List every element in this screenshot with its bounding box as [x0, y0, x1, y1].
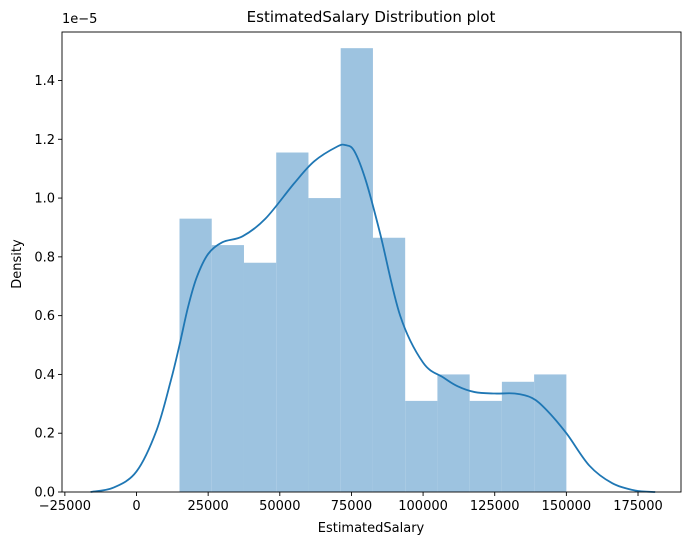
y-tick-label: 0.4 [34, 368, 55, 383]
y-tick-label: 0.8 [34, 250, 55, 265]
y-axis-label: Density [10, 239, 25, 289]
x-tick-label: 125000 [470, 499, 520, 514]
histogram-bar [534, 374, 567, 492]
y-tick-label: 1.4 [34, 74, 55, 89]
histogram-bar [372, 237, 406, 492]
histogram-bar [179, 218, 212, 492]
histogram-bar [308, 198, 341, 492]
kde-line [90, 143, 656, 493]
x-tick-label: 150000 [542, 499, 592, 514]
histogram-bar [437, 374, 470, 492]
histogram-bar [243, 262, 277, 492]
histogram-bar [469, 400, 502, 492]
y-offset-label: 1e−5 [62, 12, 97, 27]
histogram-bar [211, 245, 244, 492]
x-tick-label: 0 [132, 499, 140, 514]
histogram-bar [340, 48, 373, 492]
y-tick-label: 0.2 [34, 427, 55, 442]
x-tick-label: 100000 [398, 499, 448, 514]
histogram-bar [276, 152, 309, 493]
chart-title: EstimatedSalary Distribution plot [247, 8, 496, 26]
plot-area: −25000 0 25000 50000 75000 100000 125000 150000… [34, 31, 682, 514]
y-tick-label: 1.2 [34, 133, 55, 148]
x-tick-label: 175000 [613, 499, 663, 514]
histogram-bar [405, 400, 438, 492]
y-tick-label: 0.0 [34, 486, 55, 501]
x-tick-label: 50000 [259, 499, 300, 514]
plot-frame [61, 31, 682, 493]
x-axis-label: EstimatedSalary [318, 521, 425, 536]
x-tick-label: 75000 [331, 499, 372, 514]
x-tick-label: 25000 [187, 499, 228, 514]
x-tick-label: −25000 [39, 499, 91, 514]
y-tick-label: 1.0 [34, 192, 55, 207]
histogram-bar [501, 381, 535, 492]
y-tick-label: 0.6 [34, 309, 55, 324]
